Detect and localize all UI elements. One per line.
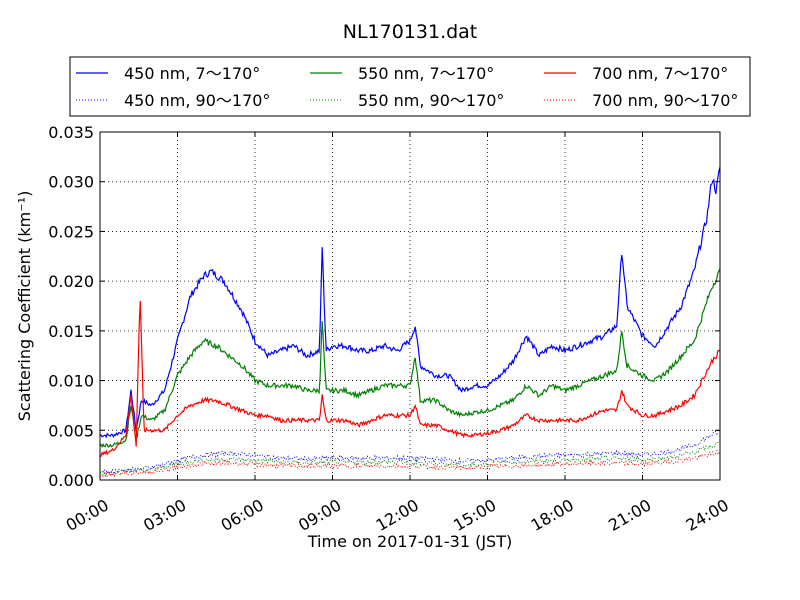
y-axis-label: Scattering Coefficient (km⁻¹) xyxy=(15,191,34,422)
x-axis-label: Time on 2017-01-31 (JST) xyxy=(307,532,512,551)
y-tick-label: 0.025 xyxy=(48,222,94,241)
legend-label: 700 nm, 90～170° xyxy=(592,91,738,110)
series-line-5 xyxy=(99,449,721,478)
chart-title: NL170131.dat xyxy=(343,21,478,43)
y-tick-label: 0.015 xyxy=(48,322,94,341)
y-tick-label: 0.000 xyxy=(48,471,94,490)
x-tick-label: 06:00 xyxy=(218,495,267,535)
y-tick-label: 0.005 xyxy=(48,421,94,440)
x-tick-label: 21:00 xyxy=(605,495,654,535)
series-line-3 xyxy=(99,428,721,475)
legend: 450 nm, 7～170° 550 nm, 7～170° 700 nm, 7～17… xyxy=(69,56,751,117)
legend-label: 450 nm, 90～170° xyxy=(124,91,270,110)
x-tick-label: 18:00 xyxy=(528,495,577,535)
series-line-0 xyxy=(99,166,721,439)
x-tick-label: 00:00 xyxy=(63,495,112,535)
x-tick-label: 15:00 xyxy=(450,495,499,535)
legend-label: 550 nm, 7～170° xyxy=(358,64,494,83)
x-tick-label: 03:00 xyxy=(140,495,189,535)
y-tick-label: 0.020 xyxy=(48,272,94,291)
legend-label: 550 nm, 90～170° xyxy=(358,91,504,110)
series-line-1 xyxy=(99,268,721,449)
legend-label: 700 nm, 7～170° xyxy=(592,64,728,83)
series-layer xyxy=(99,166,721,478)
series-line-2 xyxy=(99,300,721,458)
x-tick-label: 12:00 xyxy=(373,495,422,535)
series-line-4 xyxy=(99,441,721,476)
grid xyxy=(100,132,720,480)
y-tick-label: 0.010 xyxy=(48,372,94,391)
legend-box xyxy=(69,56,751,117)
legend-label: 450 nm, 7～170° xyxy=(124,64,260,83)
x-tick-label: 09:00 xyxy=(295,495,344,535)
y-tick-label: 0.035 xyxy=(48,123,94,142)
y-tick-label: 0.030 xyxy=(48,173,94,192)
x-tick-label: 24:00 xyxy=(683,495,732,535)
